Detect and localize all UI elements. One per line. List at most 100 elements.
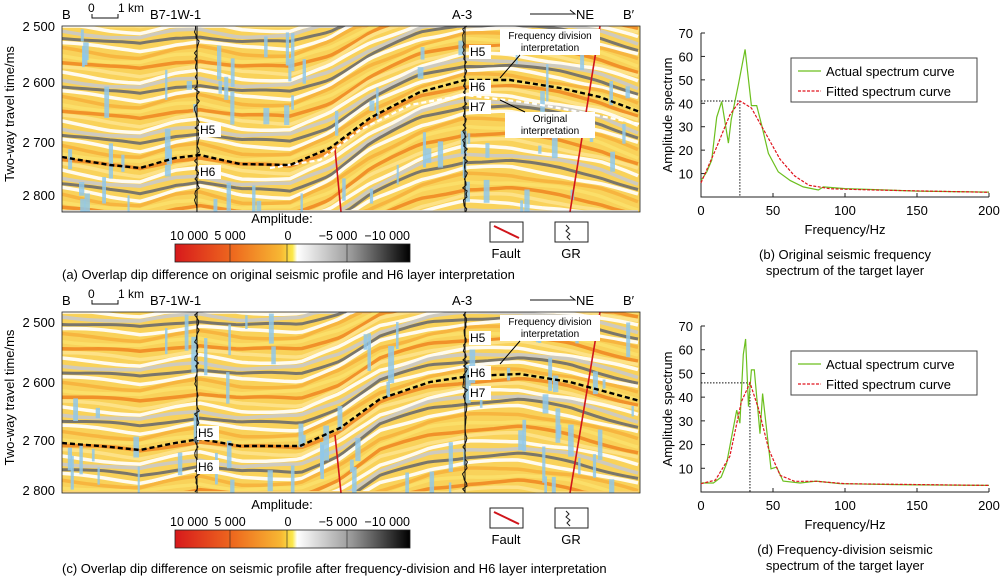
legend-label: Fitted spectrum curve bbox=[826, 84, 951, 99]
fault-line bbox=[569, 311, 601, 494]
x-tick-label: 200 bbox=[978, 498, 1000, 513]
x-tick-label: 100 bbox=[834, 203, 856, 218]
horizon-label: H5 bbox=[470, 45, 486, 59]
profile-frame bbox=[61, 311, 641, 494]
dip-difference-overlay bbox=[420, 47, 425, 60]
y-tick-label: 2 600 bbox=[22, 75, 55, 90]
reflection-band bbox=[62, 26, 639, 79]
scale-bar-label: 1 km bbox=[118, 1, 144, 15]
section-start-label: B bbox=[62, 7, 71, 22]
dip-difference-overlay bbox=[165, 328, 168, 355]
dip-difference-overlay bbox=[369, 188, 374, 204]
annotation-original: Original bbox=[533, 114, 567, 125]
dominant-frequency-guide bbox=[701, 100, 741, 197]
reflection-band bbox=[62, 312, 638, 344]
reflection-band bbox=[62, 143, 639, 212]
dip-difference-overlay bbox=[184, 314, 189, 351]
dip-difference-overlay bbox=[335, 110, 339, 136]
y-tick-label: 2 500 bbox=[22, 315, 55, 330]
panel-caption: (c) Overlap dip difference on seismic pr… bbox=[62, 561, 607, 576]
y-tick-label: 40 bbox=[679, 390, 693, 405]
y-tick-label: 20 bbox=[679, 143, 693, 158]
colorbar-title: Amplitude: bbox=[251, 211, 312, 226]
fault-legend-label: Fault bbox=[492, 246, 521, 261]
section-end-label: B′ bbox=[623, 293, 635, 308]
y-axis-label: Two-way travel time/ms bbox=[2, 46, 17, 182]
spectrum-chart-d: 10 20 30 40 50 60 70 0 50 100 150 200 Frequency/Hz Am… bbox=[660, 319, 1000, 573]
dip-difference-overlay bbox=[524, 189, 530, 212]
reflection-band bbox=[62, 376, 639, 453]
y-tick-label: 70 bbox=[679, 26, 693, 41]
panel-caption: (a) Overlap dip difference on original s… bbox=[62, 267, 515, 282]
y-axis-label: Amplitude spectrum bbox=[660, 352, 675, 467]
dip-difference-overlay bbox=[610, 151, 615, 172]
dip-difference-overlay bbox=[396, 322, 399, 349]
well-label-a-3: A-3 bbox=[452, 7, 472, 22]
reflection-band bbox=[62, 312, 638, 337]
dip-difference-overlay bbox=[337, 406, 343, 431]
dip-difference-overlay bbox=[177, 452, 183, 476]
gr-legend-label: GR bbox=[561, 532, 581, 547]
y-tick-label: 2 600 bbox=[22, 375, 55, 390]
x-tick-label: 200 bbox=[978, 203, 1000, 218]
reflection-band bbox=[62, 439, 639, 493]
original-h6-horizon bbox=[269, 93, 641, 170]
dip-difference-overlay bbox=[230, 479, 235, 493]
fault-line bbox=[334, 148, 342, 213]
chart-caption: (b) Original seismic frequency bbox=[759, 247, 931, 262]
y-tick-label: 2 800 bbox=[22, 483, 55, 498]
dip-difference-overlay bbox=[342, 178, 346, 201]
dip-difference-overlay bbox=[485, 143, 490, 158]
dip-difference-overlay bbox=[609, 81, 613, 106]
reflection-band bbox=[62, 430, 639, 493]
reflection-band bbox=[62, 312, 639, 362]
dip-difference-overlay bbox=[518, 430, 524, 451]
reflection-band bbox=[62, 26, 639, 85]
h6-horizon-interpretation bbox=[61, 372, 641, 452]
dip-difference-overlay bbox=[285, 32, 289, 66]
colorbar-tick-label: −5 000 bbox=[319, 515, 358, 529]
reflection-band bbox=[62, 192, 638, 212]
dip-difference-overlay bbox=[108, 143, 113, 179]
dip-difference-overlay bbox=[83, 42, 89, 61]
dip-difference-overlay bbox=[544, 476, 547, 493]
y-tick-label: 30 bbox=[679, 120, 693, 135]
dip-difference-overlay bbox=[67, 447, 72, 471]
dip-difference-overlay bbox=[256, 200, 262, 212]
scale-bar-zero: 0 bbox=[88, 1, 95, 15]
dip-difference-overlay bbox=[137, 466, 140, 493]
well-label-b7-1w-1: B7-1W-1 bbox=[150, 293, 201, 308]
horizon-label: H5 bbox=[200, 123, 216, 137]
reflection-band bbox=[62, 312, 639, 372]
reflection-band bbox=[62, 485, 638, 493]
dip-difference-overlay bbox=[429, 471, 435, 493]
reflection-band bbox=[62, 26, 638, 45]
dip-difference-overlay bbox=[396, 164, 399, 185]
dip-difference-overlay bbox=[164, 164, 171, 177]
dip-difference-overlay bbox=[458, 40, 464, 56]
scale-bar bbox=[91, 14, 119, 19]
dip-difference-overlay bbox=[73, 398, 78, 421]
dip-difference-overlay bbox=[625, 86, 630, 99]
colorbar-tick-label: 5 000 bbox=[214, 515, 245, 529]
reflection-band bbox=[62, 387, 639, 466]
reflection-band bbox=[62, 180, 639, 212]
annotation-bg bbox=[505, 112, 595, 138]
fault-icon bbox=[493, 511, 520, 525]
horizon-label: H5 bbox=[198, 426, 214, 440]
colorbar-tick-label: −5 000 bbox=[319, 229, 358, 243]
dip-difference-overlay bbox=[80, 29, 84, 42]
scale-bar bbox=[91, 300, 119, 305]
dip-difference-overlay bbox=[626, 322, 631, 358]
horizon-label-bg bbox=[469, 331, 491, 345]
x-tick-label: 150 bbox=[906, 498, 928, 513]
dip-difference-overlay bbox=[556, 424, 562, 439]
dip-difference-overlay bbox=[542, 394, 549, 414]
x-tick-label: 150 bbox=[906, 203, 928, 218]
annotation-frequency-division: Frequency division bbox=[508, 31, 591, 42]
horizon-label-bg bbox=[197, 460, 219, 474]
reflection-band bbox=[62, 381, 639, 461]
reflection-band bbox=[62, 478, 638, 493]
dip-difference-overlay bbox=[226, 182, 231, 211]
dip-difference-overlay bbox=[217, 45, 222, 80]
